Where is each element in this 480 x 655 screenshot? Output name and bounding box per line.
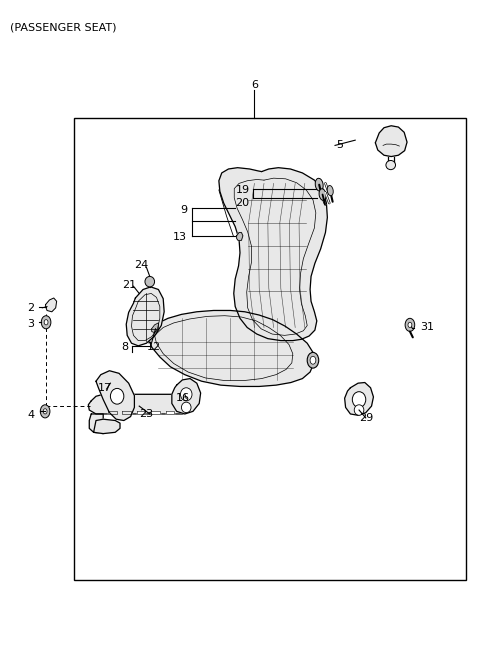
Text: (PASSENGER SEAT): (PASSENGER SEAT)	[10, 23, 116, 33]
Bar	[74, 118, 466, 580]
Ellipse shape	[145, 276, 155, 287]
Ellipse shape	[354, 405, 364, 415]
Polygon shape	[96, 371, 134, 421]
Polygon shape	[122, 411, 131, 414]
Text: 2: 2	[27, 303, 35, 313]
Ellipse shape	[43, 409, 47, 414]
Text: 3: 3	[27, 319, 35, 329]
Text: 17: 17	[97, 383, 112, 394]
Text: 24: 24	[134, 259, 149, 270]
Text: 9: 9	[180, 204, 187, 215]
Text: 5: 5	[336, 140, 343, 151]
Ellipse shape	[405, 318, 415, 331]
Ellipse shape	[315, 178, 323, 191]
Polygon shape	[219, 168, 327, 341]
Text: 21: 21	[122, 280, 137, 290]
Text: 4: 4	[27, 410, 35, 421]
Polygon shape	[237, 233, 243, 240]
Ellipse shape	[319, 189, 326, 200]
Text: 6: 6	[251, 80, 258, 90]
Polygon shape	[89, 414, 103, 434]
Polygon shape	[345, 383, 373, 415]
Text: 31: 31	[420, 322, 434, 333]
Ellipse shape	[310, 356, 316, 364]
Text: 20: 20	[236, 198, 250, 208]
Polygon shape	[166, 411, 174, 414]
Polygon shape	[375, 126, 407, 157]
Ellipse shape	[386, 160, 396, 170]
Polygon shape	[151, 411, 160, 414]
Polygon shape	[108, 411, 117, 414]
Polygon shape	[137, 411, 145, 414]
Text: 29: 29	[359, 413, 373, 423]
Ellipse shape	[307, 352, 319, 368]
Ellipse shape	[352, 392, 366, 407]
Text: 19: 19	[236, 185, 250, 195]
Ellipse shape	[180, 388, 192, 401]
Ellipse shape	[40, 405, 50, 418]
Polygon shape	[126, 287, 164, 346]
Ellipse shape	[41, 316, 51, 329]
Polygon shape	[172, 379, 201, 414]
Polygon shape	[149, 310, 314, 386]
Polygon shape	[94, 419, 120, 434]
Polygon shape	[152, 323, 158, 333]
Polygon shape	[88, 394, 192, 414]
Ellipse shape	[110, 388, 124, 404]
Text: 13: 13	[173, 232, 187, 242]
Ellipse shape	[327, 185, 333, 196]
Ellipse shape	[44, 320, 48, 325]
Ellipse shape	[408, 322, 412, 328]
Text: 23: 23	[139, 409, 154, 419]
Polygon shape	[46, 298, 57, 312]
Text: 8: 8	[121, 342, 129, 352]
Text: 16: 16	[175, 392, 190, 403]
Text: 12: 12	[146, 342, 160, 352]
Ellipse shape	[181, 402, 191, 413]
